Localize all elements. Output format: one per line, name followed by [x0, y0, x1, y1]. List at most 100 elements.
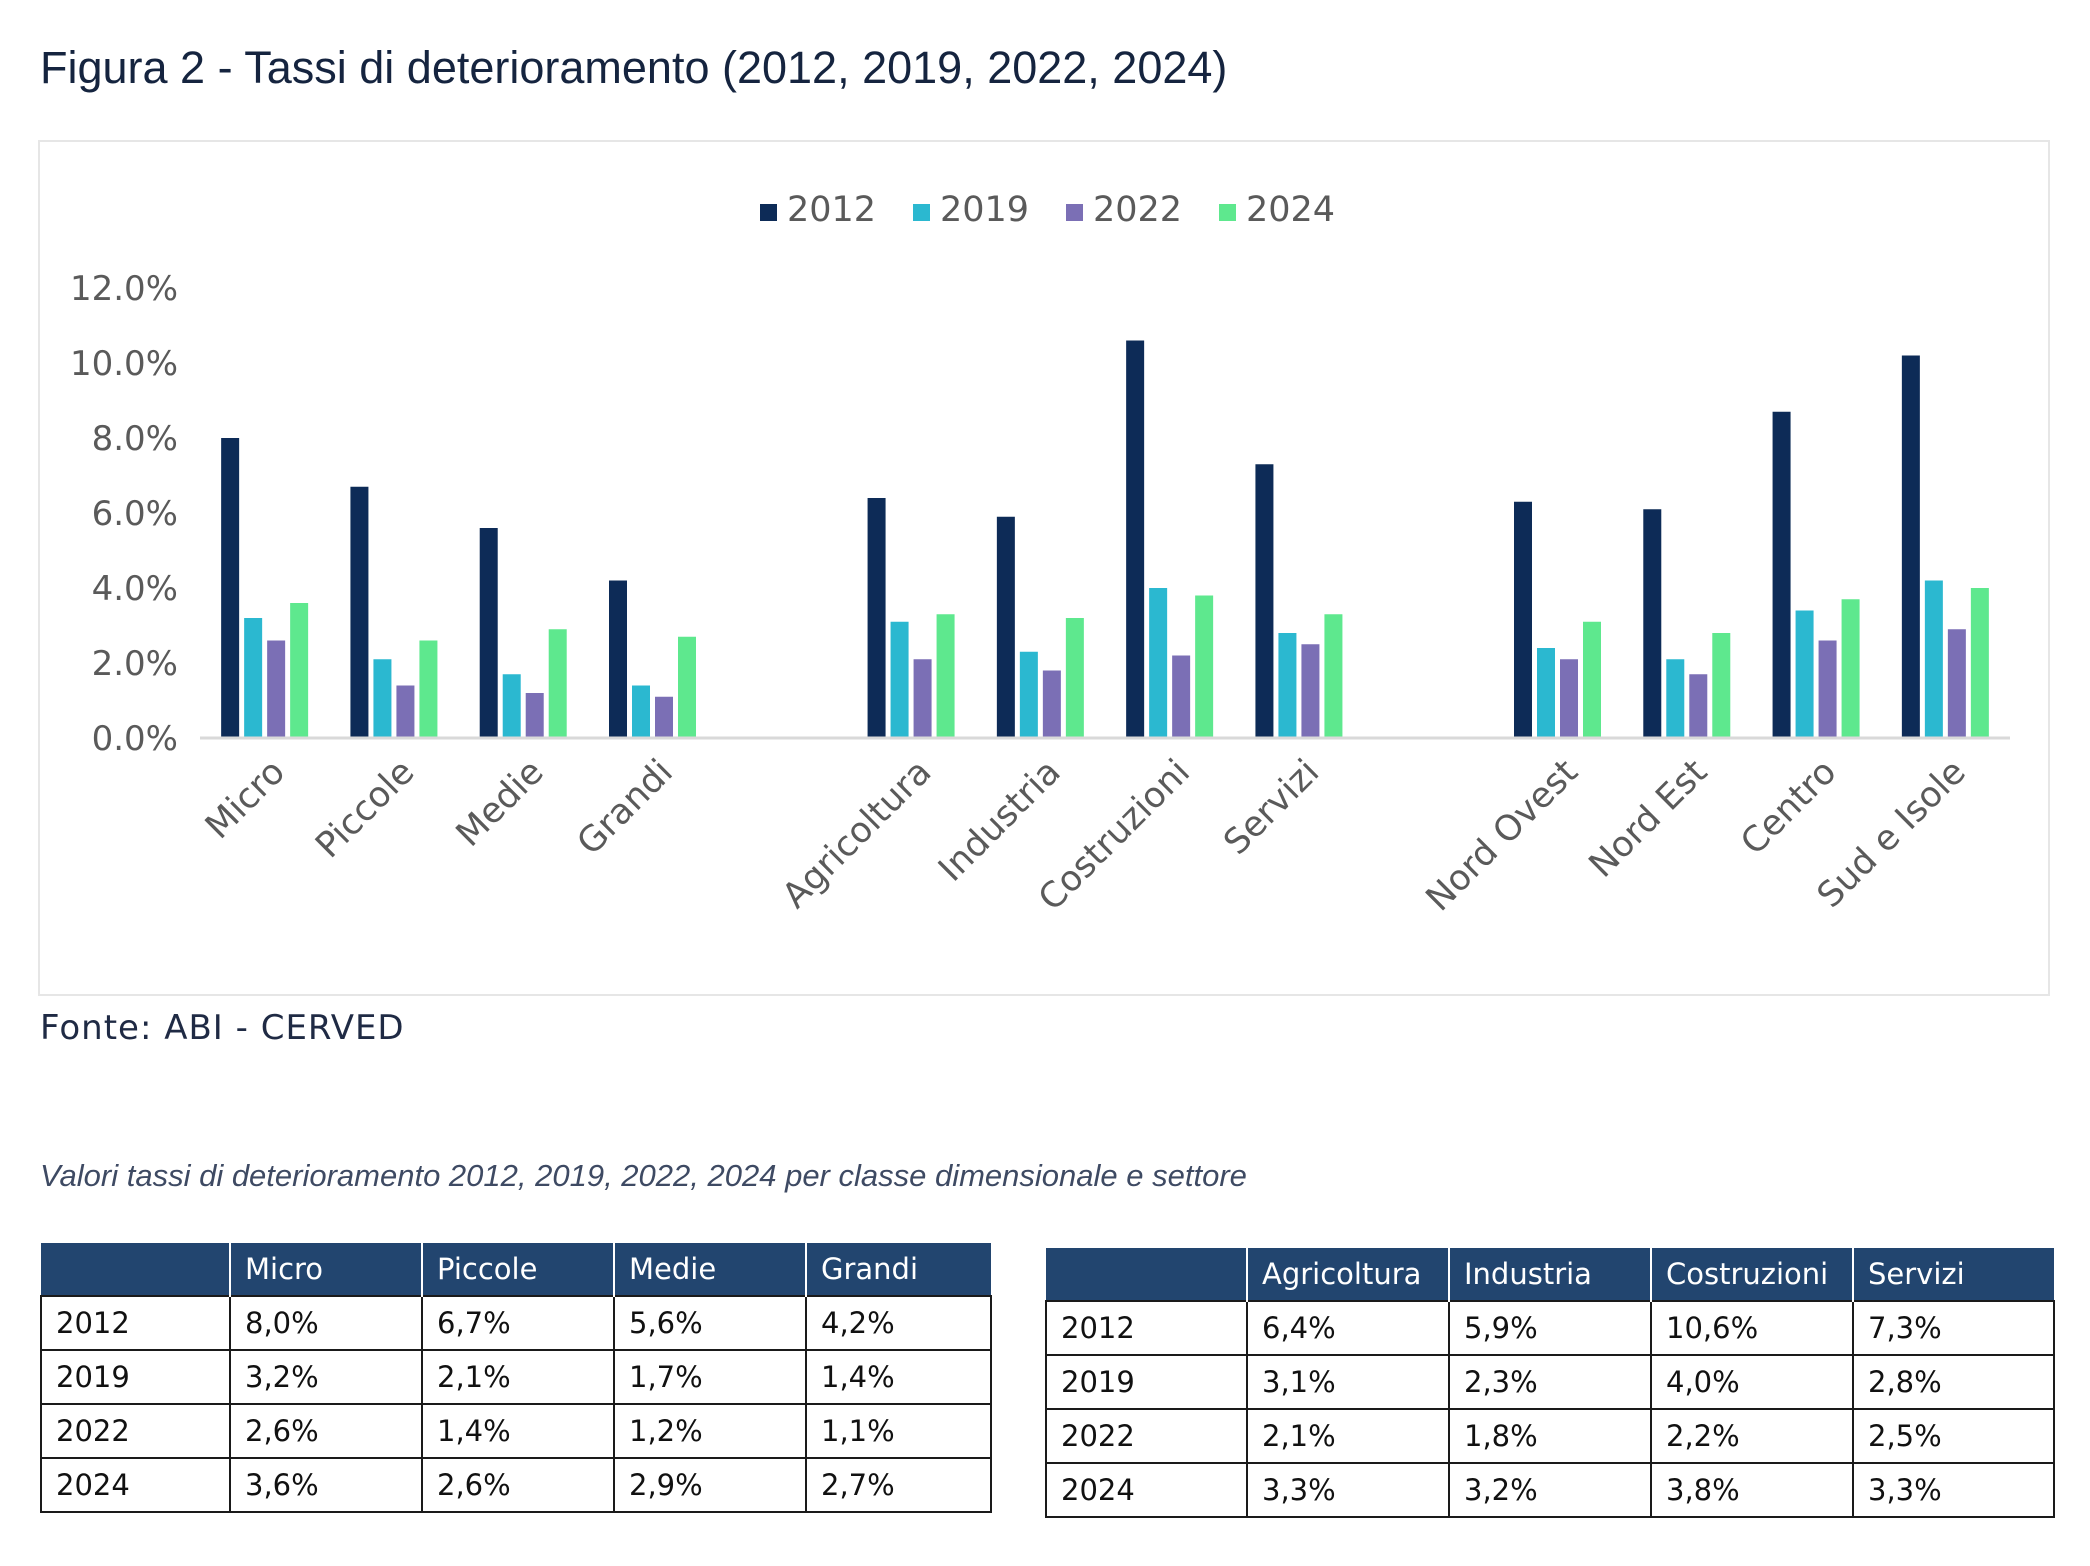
bar-2022-piccole — [396, 685, 415, 738]
table-cell: 3,3% — [1852, 1462, 2055, 1518]
bar-2012-medie — [479, 528, 498, 738]
table-cell: 1,4% — [805, 1349, 992, 1405]
table-cell: 1,2% — [613, 1403, 807, 1459]
table-cell: 2012 — [40, 1295, 231, 1351]
bar-2024-sud-e-isole — [1970, 588, 1989, 738]
bar-2019-industria — [1019, 651, 1038, 738]
legend-swatch-2024 — [1219, 204, 1236, 221]
bar-2012-grandi — [609, 580, 627, 738]
bar-2019-micro — [244, 618, 263, 738]
table-cell: 1,4% — [421, 1403, 615, 1459]
table-row: 2019 3,1% 2,3% 4,0% 2,8% — [1045, 1354, 2055, 1410]
table-cell: 3,3% — [1246, 1462, 1450, 1518]
x-tick-label: Micro — [198, 752, 293, 847]
table-row: 2022 2,1% 1,8% 2,2% 2,5% — [1045, 1408, 2055, 1464]
table-cell: 2,2% — [1650, 1408, 1854, 1464]
table-cell: 2,1% — [1246, 1408, 1450, 1464]
chart-container: 0.0% 2.0% 4.0% 6.0% 8.0% 10.0% 12.0% Micro Picco… — [38, 140, 2050, 996]
bar-2012-piccole — [350, 486, 369, 738]
bar-2022-medie — [525, 693, 544, 738]
bar-2024-nord-est — [1712, 633, 1731, 738]
bar-2012-costruzioni — [1126, 340, 1145, 738]
legend-swatch-2019 — [913, 204, 930, 221]
figure-title: Figura 2 - Tassi di deterioramento (2012… — [40, 42, 1228, 93]
bar-2019-nord-est — [1666, 659, 1685, 738]
x-tick-label: Nord Est — [1582, 752, 1715, 885]
bar-2012-centro — [1772, 411, 1791, 738]
x-tick-label: Servizi — [1216, 752, 1327, 863]
bar-2022-centro — [1818, 640, 1837, 738]
bar-2022-costruzioni — [1172, 655, 1191, 738]
bar-2012-nord-est — [1643, 509, 1662, 738]
table-cell: 6,4% — [1246, 1300, 1450, 1356]
y-tick-label: 2.0% — [92, 644, 178, 684]
table-cell: 2,5% — [1852, 1408, 2055, 1464]
y-tick-label: 0.0% — [92, 719, 178, 759]
table-cell: 4,2% — [805, 1295, 992, 1351]
table-cell: 6,7% — [421, 1295, 615, 1351]
x-tick-label: Medie — [449, 752, 552, 855]
bar-2024-micro — [290, 603, 309, 738]
table-header-cell: Grandi — [806, 1243, 991, 1296]
table-cell: 1,7% — [613, 1349, 807, 1405]
bar-2019-grandi — [632, 685, 650, 738]
table-cell: 2024 — [1045, 1462, 1248, 1518]
table-cell: 3,6% — [229, 1457, 423, 1513]
table-cell: 2,1% — [421, 1349, 615, 1405]
bar-2019-costruzioni — [1149, 588, 1168, 738]
table-row: 2022 2,6% 1,4% 1,2% 1,1% — [40, 1403, 992, 1459]
bar-2022-industria — [1042, 670, 1061, 738]
bar-2022-grandi — [655, 696, 673, 738]
bar-2024-industria — [1065, 618, 1084, 738]
legend-label-2022: 2022 — [1093, 190, 1182, 230]
x-tick-label: Centro — [1733, 752, 1844, 863]
bar-2012-sud-e-isole — [1901, 355, 1920, 738]
bar-2022-sud-e-isole — [1947, 629, 1966, 738]
bar-2022-nord-est — [1689, 674, 1708, 738]
table-header-cell: Servizi — [1853, 1248, 2054, 1301]
table-cell: 5,9% — [1448, 1300, 1652, 1356]
table-header-cell: Costruzioni — [1651, 1248, 1854, 1301]
table-cell: 2022 — [1045, 1408, 1248, 1464]
table-cell: 2019 — [1045, 1354, 1248, 1410]
bar-2019-agricoltura — [890, 621, 909, 738]
y-tick-label: 6.0% — [92, 494, 178, 534]
table-cell: 1,8% — [1448, 1408, 1652, 1464]
bar-2022-micro — [267, 640, 286, 738]
x-tick-label: Nord Ovest — [1419, 752, 1586, 919]
table-caption: Valori tassi di deterioramento 2012, 201… — [40, 1158, 1247, 1193]
bar-2024-piccole — [419, 640, 438, 738]
table-cell: 3,2% — [1448, 1462, 1652, 1518]
bar-2022-nord-ovest — [1560, 659, 1578, 738]
table-header-cell: Piccole — [422, 1243, 615, 1296]
bar-2019-servizi — [1278, 633, 1297, 738]
legend-swatch-2022 — [1066, 204, 1083, 221]
bar-2012-agricoltura — [867, 498, 886, 738]
bar-2019-sud-e-isole — [1924, 580, 1943, 738]
size-class-table: Micro Piccole Medie Grandi 2012 8,0% 6,7… — [40, 1243, 992, 1513]
table-cell: 3,2% — [229, 1349, 423, 1405]
table-header-cell — [1046, 1248, 1248, 1301]
bar-2022-agricoltura — [913, 659, 932, 738]
sector-table: Agricoltura Industria Costruzioni Serviz… — [1045, 1248, 2055, 1518]
bar-2024-medie — [548, 629, 567, 738]
bar-chart: 0.0% 2.0% 4.0% 6.0% 8.0% 10.0% 12.0% Micro Picco… — [70, 190, 2010, 919]
table-row: 2012 8,0% 6,7% 5,6% 4,2% — [40, 1295, 992, 1351]
bar-2012-nord-ovest — [1514, 501, 1532, 738]
table-header-row: Agricoltura Industria Costruzioni Serviz… — [1046, 1248, 2054, 1301]
table-cell: 2,9% — [613, 1457, 807, 1513]
table-cell: 10,6% — [1650, 1300, 1854, 1356]
bar-2019-medie — [502, 674, 521, 738]
bar-2022-servizi — [1301, 644, 1320, 738]
table-header-cell: Micro — [230, 1243, 423, 1296]
bar-2024-servizi — [1324, 614, 1343, 738]
x-tick-label: Agricoltura — [775, 752, 939, 916]
bar-2012-micro — [221, 438, 240, 738]
table-cell: 2,3% — [1448, 1354, 1652, 1410]
table-cell: 2012 — [1045, 1300, 1248, 1356]
y-tick-label: 12.0% — [70, 269, 178, 309]
table-cell: 7,3% — [1852, 1300, 2055, 1356]
bar-2024-grandi — [678, 636, 696, 738]
source-note: Fonte: ABI - CERVED — [40, 1008, 405, 1048]
table-cell: 3,1% — [1246, 1354, 1450, 1410]
